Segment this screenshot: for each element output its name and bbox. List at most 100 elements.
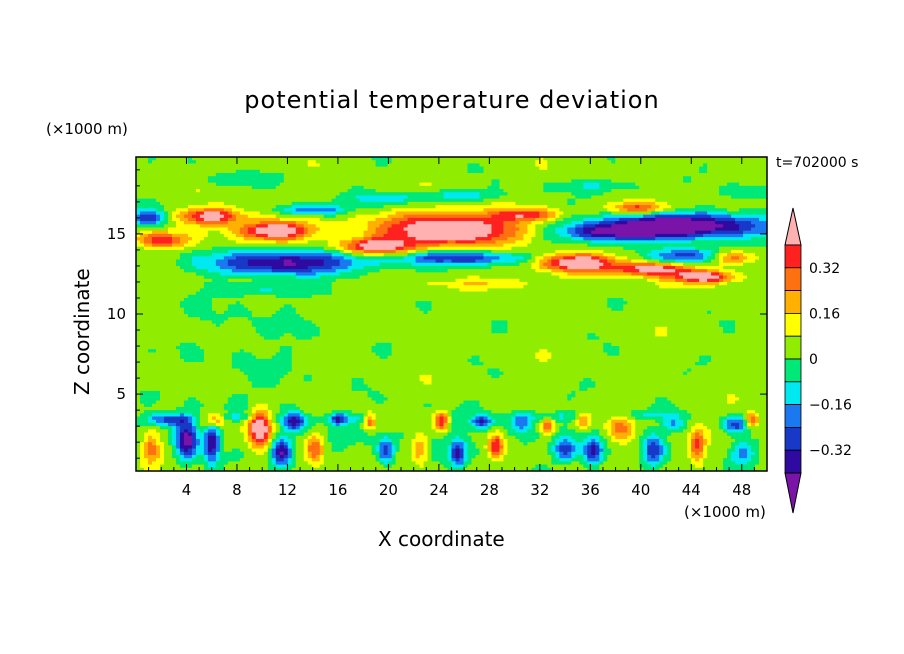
contour-cell <box>331 169 337 174</box>
contour-cell <box>747 160 752 164</box>
contour-cell <box>211 160 217 164</box>
contour-cell <box>523 169 528 174</box>
contour-cell <box>531 166 536 171</box>
contour-cell <box>215 163 221 168</box>
contour-cell <box>719 157 724 161</box>
contour-cell <box>519 157 524 161</box>
contour-cell <box>519 166 524 171</box>
contour-cell <box>387 163 393 168</box>
contour-cell <box>507 169 512 174</box>
contour-cell <box>191 163 197 168</box>
contour-cell <box>391 173 397 177</box>
contour-cell <box>259 169 265 174</box>
contour-cell <box>723 163 728 168</box>
contour-cell <box>515 166 520 171</box>
contour-cell <box>351 163 357 168</box>
contour-cell <box>447 169 453 174</box>
contour-cell <box>663 169 668 174</box>
contour-cell <box>203 160 209 164</box>
contour-cell <box>679 169 684 174</box>
contour-cell <box>295 166 301 171</box>
contour-cell <box>371 173 377 177</box>
contour-cell <box>155 169 161 174</box>
contour-cell <box>271 163 277 168</box>
contour-cell <box>627 173 632 177</box>
contour-cell <box>487 169 493 174</box>
contour-cell <box>619 163 624 168</box>
contour-cell <box>571 169 576 174</box>
contour-cell <box>551 157 556 161</box>
contour-cell <box>319 163 325 168</box>
contour-cell <box>175 166 181 171</box>
contour-cell <box>307 166 313 171</box>
contour-cell <box>203 166 209 171</box>
contour-cell <box>159 166 165 171</box>
contour-cell <box>395 163 401 168</box>
contour-cell <box>407 163 413 168</box>
contour-cell <box>443 160 449 164</box>
contour-cell <box>459 160 465 164</box>
contour-cell <box>615 163 620 168</box>
contour-cell <box>535 160 540 164</box>
contour-cell <box>675 173 680 177</box>
contour-cell <box>595 157 600 161</box>
contour-cell <box>199 173 205 177</box>
contour-cell <box>699 157 704 161</box>
contour-cell <box>295 160 301 164</box>
contour-cell <box>239 173 245 177</box>
contour-cell <box>607 169 612 174</box>
contour-cell <box>247 157 253 161</box>
contour-cell <box>136 160 141 164</box>
contour-cell <box>627 157 632 161</box>
contour-cell <box>435 169 441 174</box>
contour-cell <box>703 169 708 174</box>
contour-cell <box>755 157 760 161</box>
contour-cell <box>307 173 313 177</box>
contour-cell <box>567 166 572 171</box>
contour-cell <box>411 163 417 168</box>
contour-cell <box>715 163 720 168</box>
contour-cell <box>215 169 221 174</box>
contour-cell <box>743 160 748 164</box>
contour-cell <box>711 169 716 174</box>
contour-cell <box>535 173 540 177</box>
contour-cell <box>343 166 349 171</box>
contour-cell <box>151 166 157 171</box>
contour-cell <box>419 173 425 177</box>
contour-cell <box>155 166 161 171</box>
contour-cell <box>247 166 253 171</box>
contour-cell <box>703 166 708 171</box>
contour-cell <box>303 173 309 177</box>
contour-cell <box>331 166 337 171</box>
contour-cell <box>599 163 604 168</box>
contour-cell <box>347 166 353 171</box>
contour-cell <box>683 160 688 164</box>
contour-cell <box>559 157 564 161</box>
contour-cell <box>655 160 660 164</box>
contour-cell <box>495 173 501 177</box>
contour-cell <box>279 163 285 168</box>
contour-cell <box>231 157 237 161</box>
contour-cell <box>667 160 672 164</box>
contour-cell <box>191 173 197 177</box>
contour-cell <box>299 166 305 171</box>
contour-cell <box>743 163 748 168</box>
contour-cell <box>235 166 241 171</box>
contour-cell <box>435 157 441 161</box>
contour-cell <box>655 163 660 168</box>
contour-cell <box>599 166 604 171</box>
contour-cell <box>687 166 692 171</box>
contour-cell <box>743 157 748 161</box>
contour-cell <box>635 169 640 174</box>
contour-cell <box>603 173 608 177</box>
contour-cell <box>479 166 485 171</box>
contour-cell <box>451 157 457 161</box>
contour-cell <box>419 160 425 164</box>
contour-cell <box>251 166 257 171</box>
contour-cell <box>227 173 233 177</box>
contour-cell <box>459 166 465 171</box>
contour-cell <box>699 160 704 164</box>
contour-cell <box>655 166 660 171</box>
contour-cell <box>275 169 281 174</box>
contour-cell <box>647 173 652 177</box>
